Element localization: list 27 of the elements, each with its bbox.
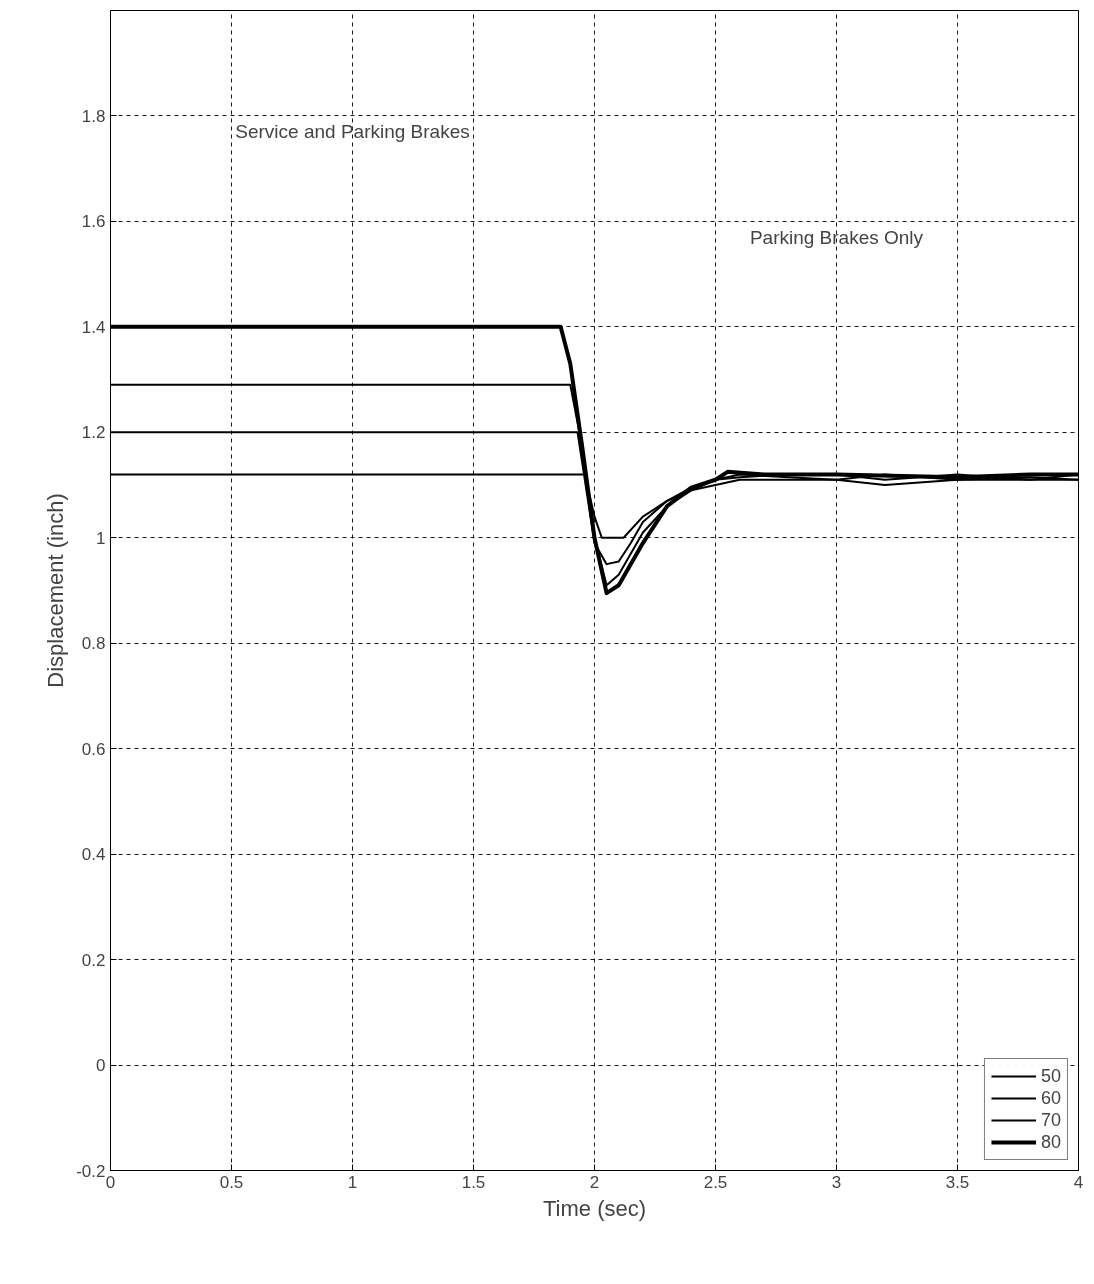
y-tick-label: 0 [96, 1056, 106, 1076]
x-tick-label: 4 [1073, 1172, 1084, 1192]
y-tick-label: 0.6 [81, 739, 106, 759]
legend-label: 60 [1040, 1087, 1061, 1109]
y-tick-label: 1.6 [81, 212, 106, 232]
y-tick-label: 0.8 [81, 634, 106, 654]
x-tick-label: 1 [347, 1172, 358, 1192]
y-tick-label: 0.4 [81, 845, 106, 865]
annotation: Service and Parking Brakes [235, 121, 470, 143]
y-tick-label: 1.8 [81, 106, 106, 126]
x-tick-label: 2 [589, 1172, 600, 1192]
legend-label: 50 [1040, 1065, 1061, 1087]
x-tick-label: 3.5 [945, 1172, 970, 1192]
legend-label: 80 [1040, 1131, 1061, 1153]
x-tick-label: 3 [831, 1172, 842, 1192]
x-axis-title: Time (sec) [542, 1195, 647, 1221]
x-tick-label: 0.5 [219, 1172, 244, 1192]
y-tick-label: 1.2 [81, 423, 106, 443]
y-tick-label: -0.2 [76, 1161, 106, 1181]
y-axis-title: Displacement (inch) [43, 493, 69, 688]
y-tick-label: 1.4 [81, 317, 106, 337]
x-tick-label: 1.5 [461, 1172, 486, 1192]
x-tick-label: 2.5 [703, 1172, 728, 1192]
annotation: Parking Brakes Only [749, 226, 924, 248]
y-tick-label: 1 [96, 528, 106, 548]
legend-label: 70 [1040, 1109, 1061, 1131]
y-tick-label: 0.2 [81, 950, 106, 970]
